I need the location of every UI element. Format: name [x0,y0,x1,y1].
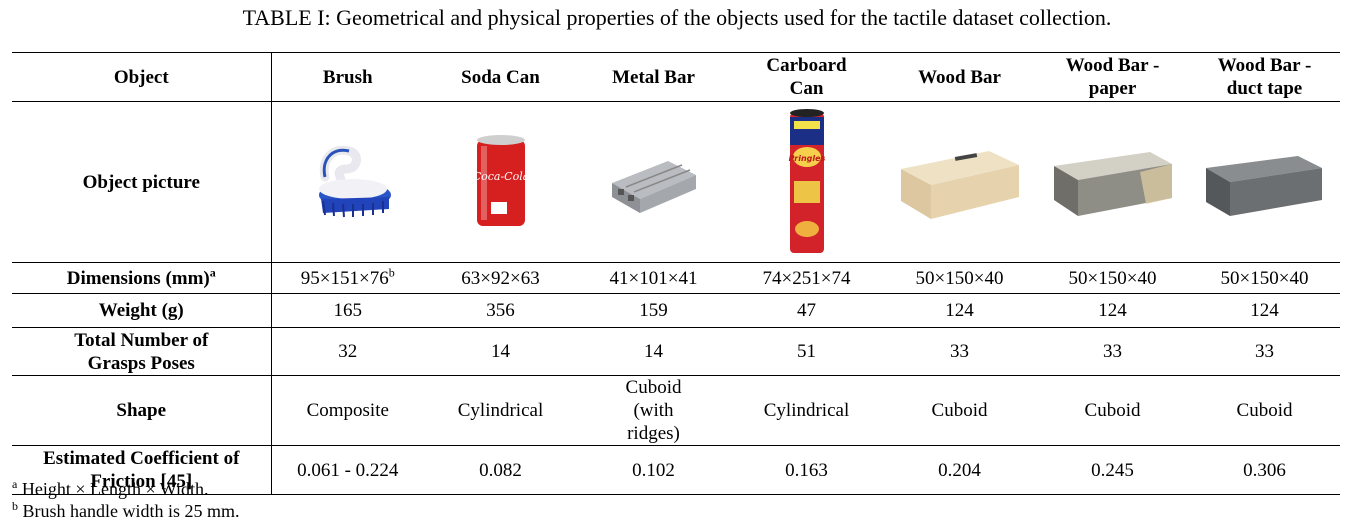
brush-photo [271,101,424,263]
dimensions-soda-can: 63×92×63 [424,262,577,294]
shape-wood-bar-duct-tape: Cuboid [1189,375,1340,446]
friction-carboard-can: 0.163 [785,459,828,481]
shape-brush: Composite [271,375,424,446]
metal-bar-photo [577,101,730,263]
pringles-can-photo: Pringles [730,101,883,263]
weight-row: Weight (g) 165 356 159 47 124 124 124 [12,293,1340,328]
header-soda-can: Soda Can [424,52,577,102]
friction-label: Estimated Coefficient of Friction [45] [12,445,272,495]
grasps-carboard-can: 51 [730,327,883,376]
header-wood-bar: Wood Bar [883,52,1036,102]
dimensions-label: Dimensions (mm)a [12,262,272,294]
header-brush: Brush [271,52,424,102]
shape-carboard-can: Cylindrical [730,375,883,446]
weight-wood-bar: 124 [883,293,1036,328]
weight-brush: 165 [271,293,424,328]
weight-wood-bar-duct-tape: 124 [1189,293,1340,328]
dimensions-carboard-can: 74×251×74 [730,262,883,294]
friction-brush: 0.061 - 0.224 [297,459,399,481]
friction-wood-bar-duct-tape: 0.306 [1243,459,1286,481]
dimensions-brush: 95×151×76b [271,262,424,294]
weight-carboard-can: 47 [730,293,883,328]
dimensions-wood-bar: 50×150×40 [883,262,1036,294]
svg-text:Pringles: Pringles [788,154,825,163]
dimensions-wood-bar-paper: 50×150×40 [1036,262,1189,294]
footnote-b: b Brush handle width is 25 mm. [12,499,240,521]
wood-bar-duct-tape-photo [1189,101,1340,263]
friction-metal-bar: 0.102 [632,459,675,481]
grasps-wood-bar-duct-tape: 33 [1189,327,1340,376]
grasps-label: Total Number of Grasps Poses [12,327,272,376]
header-object: Object [12,52,272,102]
wood-bar-photo [883,101,1036,263]
shape-metal-bar: Cuboid (with ridges) [577,375,730,446]
header-metal-bar: Metal Bar [577,52,730,102]
grasps-wood-bar-paper: 33 [1036,327,1189,376]
weight-soda-can: 356 [424,293,577,328]
friction-wood-bar: 0.204 [938,459,981,481]
wood-bar-paper-photo [1036,101,1189,263]
picture-row: Object picture Coca-Cola [12,101,1340,263]
footnote-a: a Height × Length × Width. [12,477,209,499]
grasps-metal-bar: 14 [577,327,730,376]
soda-can-photo: Coca-Cola [424,101,577,263]
shape-row: Shape Composite Cylindrical Cuboid (with… [12,375,1340,446]
weight-metal-bar: 159 [577,293,730,328]
dimensions-wood-bar-duct-tape: 50×150×40 [1189,262,1340,294]
header-wood-bar-paper: Wood Bar - paper [1036,52,1189,102]
header-wood-bar-duct-tape: Wood Bar - duct tape [1189,52,1340,102]
grasps-wood-bar: 33 [883,327,1036,376]
grasps-brush: 32 [271,327,424,376]
friction-row: Estimated Coefficient of Friction [45] 0… [12,445,1340,495]
header-carboard-can: Carboard Can [730,52,883,102]
grasps-soda-can: 14 [424,327,577,376]
table-caption: TABLE I: Geometrical and physical proper… [242,5,1112,30]
svg-text:Coca-Cola: Coca-Cola [472,170,529,183]
shape-wood-bar-paper: Cuboid [1036,375,1189,446]
dimensions-metal-bar: 41×101×41 [577,262,730,294]
dimensions-row: Dimensions (mm)a 95×151×76b 63×92×63 41×… [12,262,1340,294]
shape-soda-can: Cylindrical [424,375,577,446]
friction-wood-bar-paper: 0.245 [1091,459,1134,481]
weight-wood-bar-paper: 124 [1036,293,1189,328]
shape-wood-bar: Cuboid [883,375,1036,446]
weight-label: Weight (g) [12,293,272,328]
header-row: Object Brush Soda Can Metal Bar Carboard… [12,52,1340,102]
properties-table: Object Brush Soda Can Metal Bar Carboard… [12,52,1340,495]
grasps-row: Total Number of Grasps Poses 32 14 14 51… [12,327,1340,376]
friction-soda-can: 0.082 [479,459,522,481]
picture-label: Object picture [12,101,272,263]
shape-label: Shape [12,375,272,446]
